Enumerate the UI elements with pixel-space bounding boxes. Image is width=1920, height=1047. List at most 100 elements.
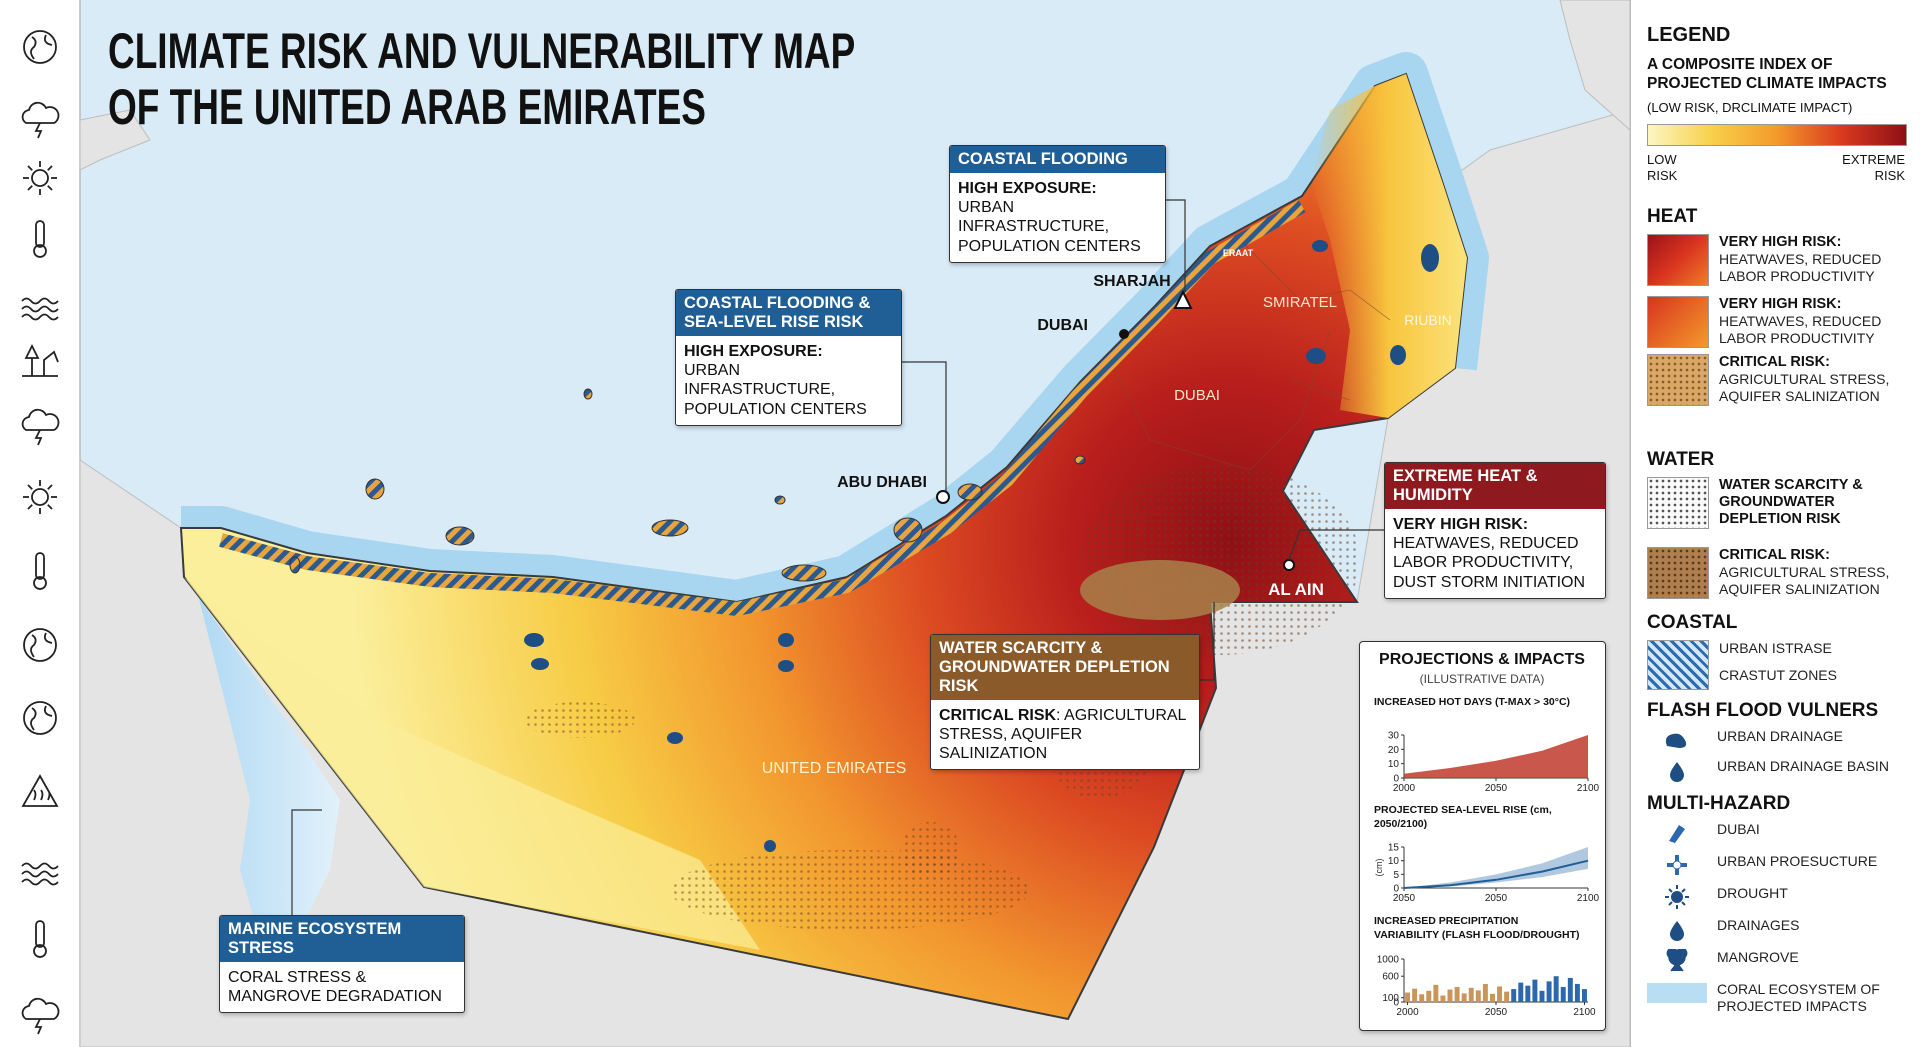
chart-title: INCREASED PRECIPITATION VARIABILITY (FLAS…: [1374, 915, 1580, 941]
legend-swatch: [1647, 296, 1709, 348]
icon-stroke: [27, 484, 33, 490]
legend-icon: [1647, 885, 1707, 909]
icon-stroke: [23, 30, 57, 64]
legend-text-line: URBAN PROESUCTURE: [1717, 853, 1878, 869]
coral-zone: [181, 528, 340, 940]
legend-item: CRITICAL RISK: AGRICULTURAL STRESS, AQUIF…: [1647, 547, 1915, 613]
projections-title: PROJECTIONS & IMPACTS: [1379, 651, 1585, 668]
icon-stroke: [47, 484, 53, 490]
legend-heading: COASTAL: [1647, 612, 1738, 633]
icon-stroke: [30, 34, 53, 60]
x-tick-label: 2100: [1577, 783, 1600, 794]
bar: [1454, 986, 1460, 1002]
callout-header: MARINE ECOSYSTEM STRESS: [220, 916, 464, 962]
bar: [1482, 983, 1488, 1002]
legend-item: CRITICAL RISK: AGRICULTURAL STRESS, AQUIF…: [1647, 354, 1915, 414]
place-label: RIUBIN: [1404, 312, 1451, 328]
legend-icon: [1647, 758, 1707, 782]
legend-icon-svg: [1665, 885, 1689, 909]
legend-icon-svg: [1667, 855, 1687, 875]
legend-icon-shape: [1670, 762, 1684, 782]
legend-heading: HEAT: [1647, 206, 1698, 227]
legend-text: VERY HIGH RISK: HEATWAVES, REDUCED LABOR …: [1719, 234, 1915, 284]
legend-text-line: CORAL ECOSYSTEM OF PROJECTED IMPACTS: [1717, 981, 1880, 1014]
icon: [22, 343, 59, 377]
icons: [21, 30, 60, 1035]
dubai-marker: [1119, 329, 1129, 339]
callout-text: URBAN INFRASTRUCTURE, POPULATION CENTERS: [958, 199, 1141, 255]
map-labels: SHARJAH DUBAI ABU DHABI AL AIN SMIRATEL DUBAI…: [762, 248, 1452, 777]
bar: [1405, 992, 1411, 1002]
legend-text-line: HEATWAVES, REDUCED LABOR PRODUCTIVITY: [1719, 313, 1882, 346]
y-tick-label: 30: [1388, 731, 1400, 742]
legend-text-line: DRAINAGES: [1717, 917, 1800, 933]
legend-text-line: URBAN ISTRASE: [1719, 640, 1832, 656]
icon-rail: [0, 0, 80, 1047]
legend-icon: [1647, 917, 1707, 941]
coastal-hatch: [219, 199, 1306, 616]
legend-section: FLASH FLOOD VULNERS URBAN DRAINAGE URBAN D…: [1647, 700, 1915, 788]
place-label: AL AIN: [1268, 580, 1324, 599]
bar: [1461, 993, 1467, 1002]
legend-icon-shape: [1666, 947, 1688, 972]
icon: [23, 480, 57, 514]
icon: [33, 920, 47, 958]
callout-body: CRITICAL RISK: AGRICULTURAL STRESS, AQUI…: [931, 700, 1199, 770]
legend-item: DROUGHT: [1647, 885, 1915, 917]
legend-item: WATER SCARCITY & GROUNDWATER DEPLETION R…: [1647, 477, 1915, 547]
bar: [1581, 989, 1587, 1002]
icon: [21, 862, 59, 886]
legend-text: URBAN DRAINAGE: [1717, 728, 1843, 745]
legend-text-line: CRASTUT ZONES: [1719, 666, 1837, 683]
bar: [1489, 993, 1495, 1002]
callout-bold: HIGH EXPOSURE:: [684, 342, 823, 360]
legend-text-line: AGRICULTURAL STRESS, AQUIFER SALINIZATIO…: [1719, 564, 1890, 597]
legend-icon-shape: [1647, 983, 1707, 1003]
legend-swatch: [1647, 354, 1709, 406]
legend-text-line: URBAN DRAINAGE: [1717, 728, 1844, 744]
legend-heading: WATER: [1647, 449, 1715, 470]
callout-header: COASTAL FLOODING & SEA-LEVEL RISE RISK: [676, 290, 901, 336]
legend: LEGEND A COMPOSITE INDEX OF PROJECTED CL…: [1630, 0, 1920, 1047]
icon-stroke: [21, 997, 60, 1020]
x-tick-label: 2100: [1573, 1007, 1596, 1018]
legend-swatch: [1647, 547, 1709, 599]
bar: [1447, 989, 1453, 1002]
legend-heading: MULTI-HAZARD: [1647, 793, 1791, 814]
icon: [21, 774, 59, 807]
callout-text: : AGRICULTURAL STRESS, AQUIFER SALINIZAT…: [939, 706, 1186, 763]
bar: [1433, 984, 1439, 1002]
legend-icon-svg: [1670, 921, 1684, 941]
legend-item: DUBAI: [1647, 821, 1915, 853]
icon-stroke: [34, 122, 43, 139]
title-line: CLIMATE RISK AND VULNERABILITY MAP: [108, 24, 855, 80]
legend-item: VERY HIGH RISK: HEATWAVES, REDUCED LABOR …: [1647, 296, 1915, 354]
legend-text: CRITICAL RISK: AGRICULTURAL STRESS, AQUIF…: [1719, 547, 1915, 597]
callout-text: HEATWAVES, REDUCED LABOR PRODUCTIVITY, D…: [1393, 535, 1586, 591]
bar: [1567, 977, 1573, 1002]
east-coast-zone: [1310, 74, 1467, 418]
legend-text-line: HEATWAVES, REDUCED LABOR PRODUCTIVITY: [1719, 251, 1882, 284]
projections-charts: PROJECTIONS & IMPACTS (ILLUSTRATIVE DATA…: [1374, 651, 1600, 1018]
chart-title: INCREASED HOT DAYS (T-MAX > 30°C): [1374, 696, 1570, 708]
icon-stroke: [34, 1018, 43, 1035]
y-tick-label: 0: [1393, 774, 1399, 785]
legend-swatch: [1647, 234, 1709, 286]
icon: [21, 297, 59, 321]
title-group: CLIMATE RISK AND VULNERABILITY MAP OF TH…: [108, 24, 855, 136]
legend-text: CRITICAL RISK: AGRICULTURAL STRESS, AQUIF…: [1719, 354, 1915, 404]
y-axis-label: (cm): [1374, 859, 1384, 877]
icon-stroke: [21, 774, 59, 807]
legend-item: URBAN DRAINAGE: [1647, 728, 1915, 758]
bar: [1546, 981, 1552, 1002]
bar: [1468, 987, 1474, 1002]
legend-text: URBAN ISTRASE CRASTUT ZONES: [1719, 640, 1837, 693]
legend-text-line: AGRICULTURAL STRESS, AQUIFER SALINIZATIO…: [1719, 371, 1890, 404]
bar: [1532, 979, 1538, 1002]
place-label: DUBAI: [1037, 317, 1088, 334]
callout-body: CORAL STRESS & MANGROVE DEGRADATION: [220, 962, 464, 1012]
place-label: SMIRATEL: [1263, 294, 1337, 311]
legend-icon: [1647, 728, 1707, 752]
legend-section: WATER WATER SCARCITY & GROUNDWATER DEPLET…: [1647, 449, 1915, 613]
